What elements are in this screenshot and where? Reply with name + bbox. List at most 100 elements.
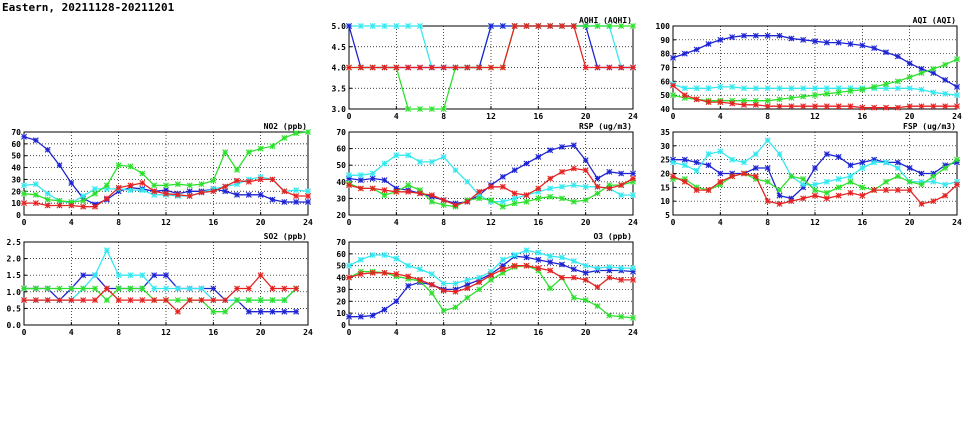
no2-data-point <box>269 176 276 183</box>
aqhi-data-point <box>417 106 423 112</box>
rsp-data-point <box>357 177 364 184</box>
no2-data-point <box>32 181 39 188</box>
no2-data-point <box>139 179 146 186</box>
aqi-data-point <box>705 99 712 106</box>
o3-data-point <box>428 271 435 278</box>
aqhi-data-point <box>417 23 423 29</box>
o3-y-tick-label: 40 <box>336 274 346 283</box>
aqi-data-point <box>717 99 724 106</box>
fsp-data-point <box>859 159 866 166</box>
aqi-data-point <box>729 34 736 41</box>
rsp-data-point <box>440 202 447 209</box>
aqhi-data-point <box>357 23 364 29</box>
o3-chart: 0 4 8 12 16 20 24 0 10 20 30 40 50 60 70 O3 (ppb) <box>336 232 638 337</box>
fsp-x-tick-label: 0 <box>671 218 676 227</box>
aqi-data-point <box>954 103 960 110</box>
rsp-data-point <box>547 193 554 200</box>
aqi-data-point <box>859 86 866 93</box>
rsp-data-point <box>452 202 459 209</box>
o3-data-point <box>452 280 459 287</box>
aqi-data-point <box>823 90 830 97</box>
rsp-data-point <box>488 197 494 204</box>
aqi-data-point <box>930 89 937 96</box>
so2-data-point <box>103 285 110 292</box>
no2-series-green <box>21 129 311 205</box>
fsp-data-point <box>847 173 854 180</box>
aqhi-data-point <box>452 64 459 71</box>
rsp-data-point <box>346 172 352 179</box>
aqi-data-point <box>752 85 759 92</box>
fsp-y-tick-label: 25 <box>660 156 670 165</box>
so2-data-point <box>68 297 75 304</box>
so2-y-tick-label: 2.0 <box>7 255 22 264</box>
fsp-data-point <box>800 181 807 188</box>
rsp-data-point <box>618 170 625 177</box>
aqi-x-tick-label: 20 <box>905 112 915 121</box>
o3-data-point <box>488 272 494 279</box>
o3-data-point <box>381 306 388 313</box>
o3-series-cyan <box>346 247 636 287</box>
aqhi-data-point <box>381 64 388 71</box>
so2-data-point <box>32 297 39 304</box>
rsp-data-point <box>535 153 542 160</box>
so2-chart: 0 4 8 12 16 20 24 0.0 0.5 1.0 1.5 2.0 2.5 SO2 (ppb) <box>7 232 313 337</box>
aqhi-data-point <box>559 23 565 29</box>
fsp-x-tick-label: 24 <box>952 218 962 227</box>
aqi-data-point <box>930 65 937 72</box>
so2-data-point <box>151 285 158 292</box>
fsp-data-point <box>835 176 842 183</box>
rsp-chart: 0 4 8 12 16 20 24 20 30 40 50 60 70 RSP (ug/m3) <box>336 122 638 227</box>
no2-data-point <box>293 130 300 137</box>
aqi-data-point <box>670 92 676 99</box>
no2-data-point <box>56 197 63 204</box>
aqhi-data-point <box>405 64 412 71</box>
aqhi-data-point <box>511 23 518 29</box>
rsp-data-point <box>630 170 636 177</box>
fsp-data-point <box>670 159 676 166</box>
rsp-data-point <box>405 188 412 195</box>
no2-data-point <box>186 193 193 200</box>
no2-data-point <box>210 188 217 195</box>
aqhi-y-tick-label: 3.5 <box>332 84 347 93</box>
so2-data-point <box>151 297 158 304</box>
so2-data-point <box>103 247 110 254</box>
o3-data-point <box>630 265 636 272</box>
rsp-data-point <box>559 168 565 175</box>
fsp-series-red <box>670 170 960 207</box>
so2-data-point <box>115 285 122 292</box>
rsp-data-point <box>405 152 412 159</box>
aqi-data-point <box>776 96 783 103</box>
so2-x-tick-label: 24 <box>303 328 313 337</box>
aqhi-data-point <box>488 23 494 29</box>
rsp-data-point <box>523 192 530 199</box>
no2-data-point <box>92 190 98 197</box>
rsp-data-point <box>582 167 589 174</box>
aqhi-data-point <box>630 23 636 29</box>
rsp-data-point <box>346 182 352 189</box>
no2-data-point <box>80 197 87 204</box>
o3-data-point <box>405 262 412 269</box>
so2-data-point <box>293 285 300 292</box>
o3-data-point <box>523 262 530 269</box>
aqi-data-point <box>942 61 949 68</box>
aqi-data-point <box>764 32 771 39</box>
aqhi-data-point <box>428 64 435 71</box>
no2-data-point <box>139 187 146 194</box>
o3-data-point <box>381 269 388 276</box>
fsp-x-tick-label: 8 <box>765 218 770 227</box>
fsp-data-point <box>894 164 901 171</box>
o3-data-point <box>369 252 376 259</box>
o3-data-point <box>582 297 589 304</box>
o3-data-point <box>346 313 352 320</box>
no2-data-point <box>186 188 193 195</box>
no2-data-point <box>222 149 229 156</box>
so2-data-point <box>257 272 264 279</box>
aqi-data-point <box>930 103 937 110</box>
no2-data-point <box>80 203 87 210</box>
aqi-series-green <box>670 56 960 104</box>
aqi-data-point <box>729 100 736 107</box>
aqhi-data-point <box>618 64 625 71</box>
o3-y-tick-label: 70 <box>336 238 346 247</box>
no2-data-point <box>305 188 311 195</box>
no2-data-point <box>21 190 27 197</box>
